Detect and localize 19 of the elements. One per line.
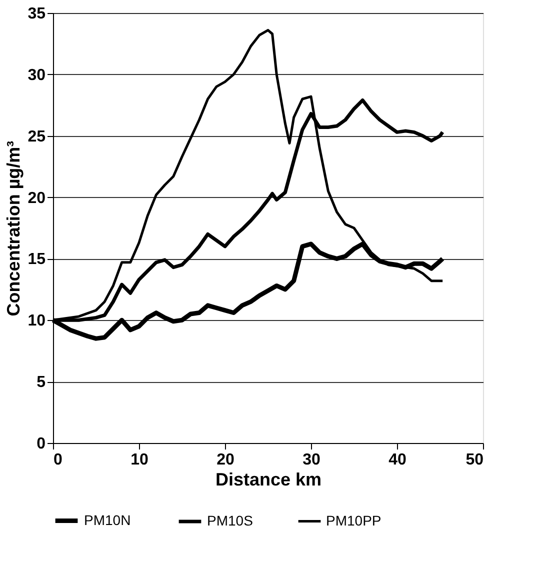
legend-label: PM10N — [84, 512, 131, 528]
x-tick-label: 10 — [130, 452, 148, 468]
y-tick-label: 10 — [28, 312, 46, 330]
y-tick-label: 20 — [28, 190, 46, 207]
y-tick-label: 25 — [28, 128, 46, 146]
x-tick-label: 20 — [216, 452, 234, 468]
x-axis-title: Distance km — [215, 470, 322, 490]
y-tick-label: 35 — [28, 6, 46, 22]
x-tick-label: 0 — [54, 452, 62, 468]
legend-label: PM10S — [207, 512, 253, 528]
y-tick-label: 0 — [36, 436, 46, 452]
y-tick-label: 30 — [28, 66, 46, 84]
legend-label: PM10PP — [326, 512, 382, 528]
y-tick-label: 5 — [36, 374, 46, 392]
x-tick-label: 40 — [388, 452, 406, 468]
y-tick-label: 15 — [28, 251, 46, 268]
x-tick-label: 30 — [302, 452, 320, 468]
y-axis-title: Concentration µg/m³ — [4, 140, 24, 316]
x-tick-label: 50 — [466, 452, 484, 468]
